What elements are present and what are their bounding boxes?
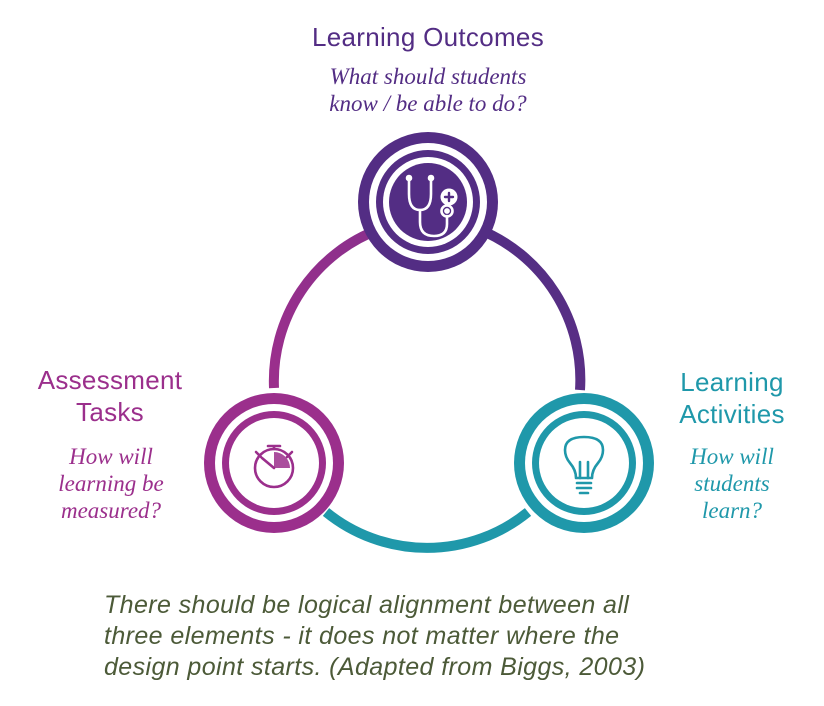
stethoscope-icon [405, 174, 458, 238]
connector-outcomes-activities [476, 224, 586, 391]
assessment-title-line: Tasks [76, 397, 144, 427]
activities-title-line: Learning [680, 367, 784, 397]
assessment-question: How will learning be measured? [20, 443, 202, 524]
assessment-title-line: Assessment [37, 365, 183, 395]
outcomes-question-line: know / be able to do? [329, 91, 527, 116]
connector-assessment-activities [322, 508, 532, 553]
activities-question-line: How will [690, 444, 774, 469]
activities-question-line: learn? [701, 498, 763, 523]
outcomes-question: What should students know / be able to d… [230, 63, 626, 117]
lightbulb-icon [563, 435, 605, 495]
footer-caption: There should be logical alignment betwee… [104, 590, 764, 683]
assessment-title: Assessment Tasks [10, 364, 210, 428]
assessment-question-line: measured? [60, 498, 162, 523]
activities-question: How will students learn? [650, 443, 814, 524]
connector-outcomes-assessment [268, 224, 382, 389]
outcomes-title: Learning Outcomes [311, 22, 544, 52]
footer-line: design point starts. (Adapted from Biggs… [104, 653, 646, 681]
activities-title: Learning Activities [650, 366, 814, 430]
assessment-node [204, 393, 344, 533]
outcomes-question-line: What should students [329, 64, 527, 89]
footer-line: three elements - it does not matter wher… [104, 622, 620, 650]
outcomes-node [358, 132, 498, 272]
activities-question-line: students [694, 471, 770, 496]
assessment-question-line: How will [69, 444, 153, 469]
assessment-question-line: learning be [58, 471, 164, 496]
footer-line: There should be logical alignment betwee… [104, 591, 630, 619]
activities-title-line: Activities [679, 399, 785, 429]
activities-node [514, 393, 654, 533]
stopwatch-icon [253, 444, 295, 489]
